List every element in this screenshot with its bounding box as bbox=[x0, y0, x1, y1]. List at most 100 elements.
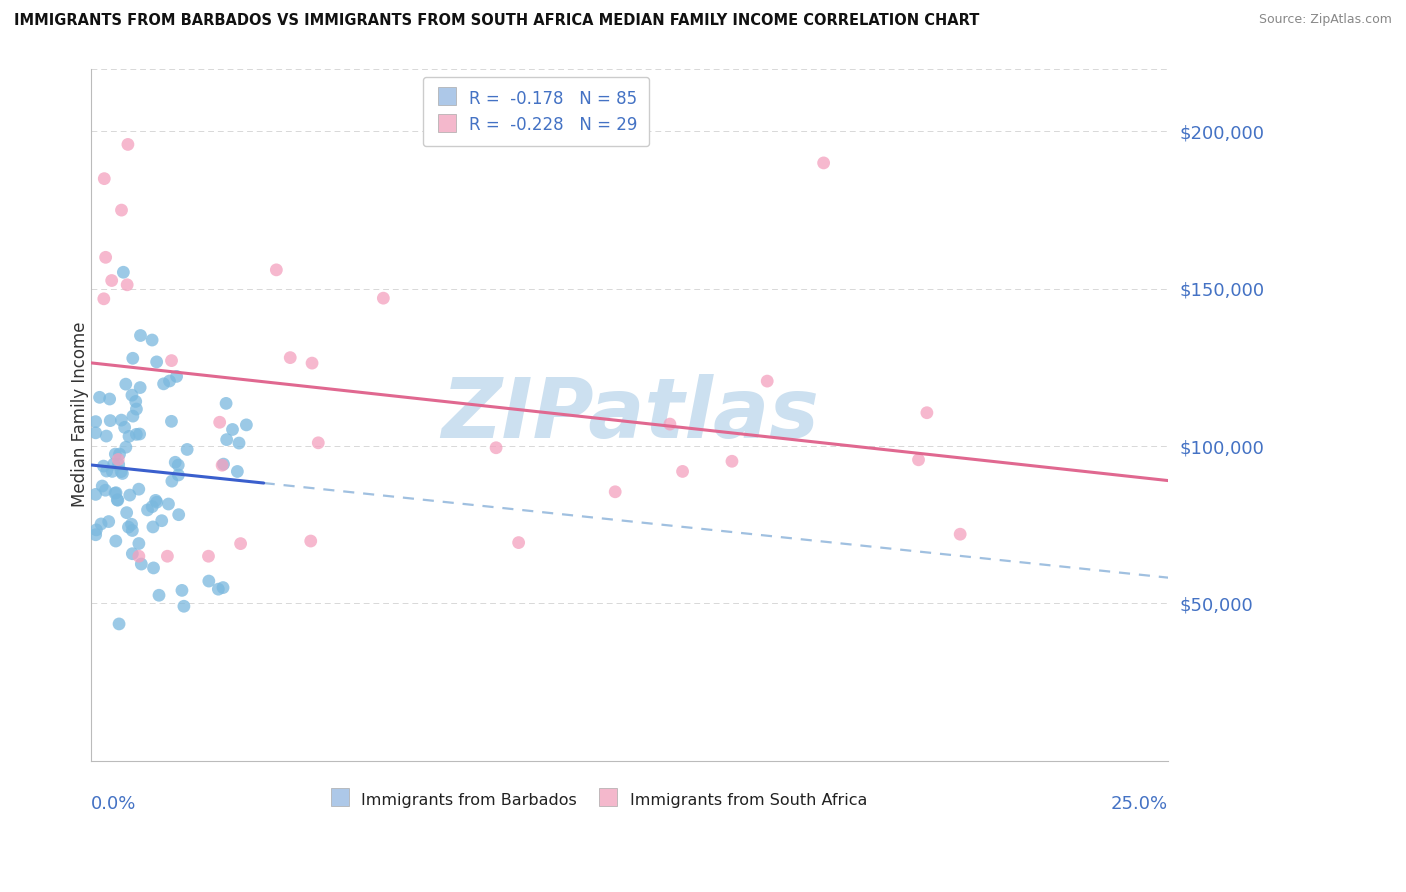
Point bbox=[110, 465, 132, 479]
Point bbox=[91, 479, 114, 493]
Point bbox=[104, 486, 127, 500]
Point bbox=[96, 464, 118, 478]
Point bbox=[103, 457, 125, 471]
Point bbox=[84, 487, 107, 501]
Point bbox=[117, 520, 139, 534]
Point bbox=[278, 351, 301, 365]
Point bbox=[221, 422, 243, 436]
Point bbox=[949, 527, 972, 541]
Point bbox=[104, 447, 127, 461]
Point bbox=[485, 441, 508, 455]
Point bbox=[128, 549, 150, 564]
Point bbox=[166, 369, 188, 384]
Point bbox=[114, 377, 136, 392]
Point bbox=[110, 413, 132, 427]
Point bbox=[84, 527, 107, 541]
Point bbox=[118, 488, 141, 502]
Point bbox=[110, 203, 132, 218]
Point bbox=[107, 493, 129, 508]
Point bbox=[101, 464, 124, 478]
Point bbox=[212, 581, 235, 595]
Point bbox=[167, 508, 190, 522]
Point bbox=[128, 427, 150, 442]
Point bbox=[915, 406, 938, 420]
Point bbox=[125, 427, 148, 442]
Point bbox=[176, 442, 198, 457]
Point bbox=[84, 415, 107, 429]
Point bbox=[167, 467, 190, 482]
Point bbox=[173, 599, 195, 614]
Point bbox=[508, 535, 530, 549]
Point bbox=[89, 390, 111, 404]
Point bbox=[170, 583, 193, 598]
Point bbox=[907, 452, 929, 467]
Point bbox=[136, 503, 159, 517]
Point bbox=[131, 557, 153, 571]
Point bbox=[129, 380, 152, 394]
Legend: Immigrants from Barbados, Immigrants from South Africa: Immigrants from Barbados, Immigrants fro… bbox=[322, 784, 873, 815]
Point bbox=[165, 455, 187, 469]
Point bbox=[671, 464, 693, 478]
Point bbox=[157, 497, 180, 511]
Point bbox=[96, 429, 118, 443]
Point bbox=[129, 328, 152, 343]
Point bbox=[156, 549, 179, 564]
Point bbox=[125, 402, 148, 417]
Point bbox=[86, 523, 108, 537]
Point bbox=[93, 459, 115, 474]
Point bbox=[115, 277, 138, 292]
Point bbox=[146, 495, 169, 509]
Point bbox=[813, 156, 835, 170]
Point bbox=[141, 500, 163, 514]
Point bbox=[207, 582, 229, 597]
Point bbox=[228, 436, 250, 450]
Point bbox=[721, 454, 744, 468]
Point bbox=[112, 265, 135, 279]
Point bbox=[121, 388, 143, 402]
Text: Source: ZipAtlas.com: Source: ZipAtlas.com bbox=[1258, 13, 1392, 27]
Point bbox=[90, 516, 112, 531]
Point bbox=[160, 474, 183, 488]
Point bbox=[108, 447, 131, 461]
Point bbox=[145, 355, 167, 369]
Point bbox=[115, 440, 138, 454]
Point bbox=[108, 616, 131, 631]
Point bbox=[122, 409, 145, 424]
Point bbox=[115, 506, 138, 520]
Point bbox=[104, 534, 127, 549]
Point bbox=[141, 333, 163, 347]
Point bbox=[93, 171, 115, 186]
Point bbox=[94, 250, 117, 264]
Point bbox=[148, 588, 170, 602]
Point bbox=[125, 394, 148, 409]
Point bbox=[167, 458, 190, 472]
Point bbox=[208, 415, 231, 429]
Point bbox=[121, 517, 143, 532]
Point bbox=[160, 414, 183, 428]
Point bbox=[307, 435, 329, 450]
Point bbox=[229, 536, 252, 550]
Point bbox=[128, 536, 150, 550]
Point bbox=[142, 520, 165, 534]
Point bbox=[114, 420, 136, 434]
Point bbox=[105, 485, 128, 500]
Y-axis label: Median Family Income: Median Family Income bbox=[72, 322, 89, 508]
Point bbox=[142, 561, 165, 575]
Point bbox=[211, 458, 233, 473]
Point bbox=[105, 492, 128, 507]
Point bbox=[198, 574, 221, 588]
Point bbox=[150, 514, 173, 528]
Point bbox=[212, 457, 235, 471]
Point bbox=[93, 292, 115, 306]
Text: IMMIGRANTS FROM BARBADOS VS IMMIGRANTS FROM SOUTH AFRICA MEDIAN FAMILY INCOME CO: IMMIGRANTS FROM BARBADOS VS IMMIGRANTS F… bbox=[14, 13, 980, 29]
Point bbox=[235, 417, 257, 432]
Point bbox=[118, 429, 141, 443]
Point bbox=[266, 263, 288, 277]
Point bbox=[373, 291, 395, 305]
Point bbox=[160, 353, 183, 368]
Point bbox=[97, 515, 120, 529]
Point bbox=[111, 467, 134, 481]
Text: 25.0%: 25.0% bbox=[1111, 796, 1168, 814]
Point bbox=[301, 356, 323, 370]
Point bbox=[215, 396, 238, 410]
